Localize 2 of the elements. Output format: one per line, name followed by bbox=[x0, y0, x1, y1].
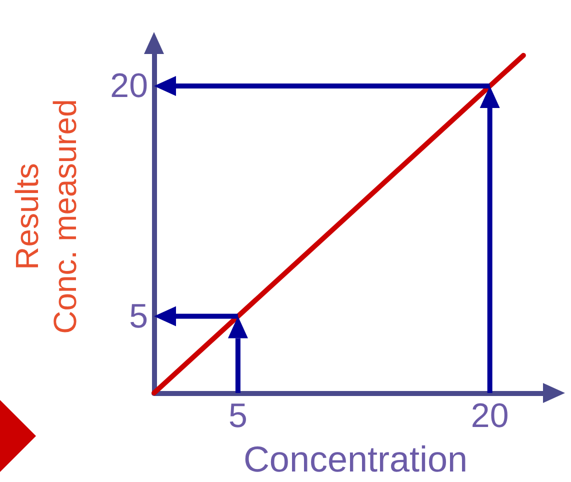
x-axis-title: Concentration bbox=[243, 438, 468, 480]
y-axis-title: Results Conc. measured bbox=[9, 99, 83, 334]
